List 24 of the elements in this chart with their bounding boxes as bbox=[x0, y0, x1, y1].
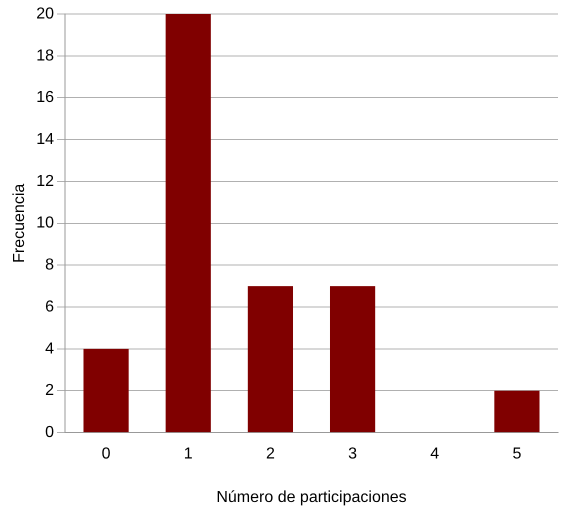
x-tick-label: 0 bbox=[102, 446, 111, 463]
bar bbox=[166, 14, 211, 432]
y-tick-label: 12 bbox=[36, 172, 54, 190]
y-tick-label: 16 bbox=[36, 89, 54, 106]
y-tick-label: 6 bbox=[45, 298, 54, 316]
y-axis-title: Frecuencia bbox=[11, 184, 28, 263]
y-tick-label: 10 bbox=[36, 214, 54, 232]
y-tick-label: 14 bbox=[36, 130, 54, 148]
y-tick-label: 18 bbox=[36, 47, 54, 64]
x-tick-label: 5 bbox=[512, 446, 522, 463]
x-tick-label: 3 bbox=[348, 446, 358, 463]
x-tick-label: 1 bbox=[184, 446, 193, 463]
y-tick-label: 0 bbox=[45, 424, 54, 442]
x-axis-title: Número de participaciones bbox=[216, 488, 407, 506]
x-tick-label: 4 bbox=[430, 446, 440, 463]
y-tick-label: 2 bbox=[45, 382, 54, 400]
bar bbox=[494, 390, 540, 432]
y-tick-label: 4 bbox=[45, 340, 54, 358]
bar bbox=[330, 286, 376, 432]
bar bbox=[83, 348, 129, 432]
bar bbox=[248, 286, 294, 432]
x-tick-label: 2 bbox=[266, 446, 275, 463]
y-tick-label: 8 bbox=[45, 256, 54, 274]
y-tick-label: 20 bbox=[36, 5, 54, 22]
